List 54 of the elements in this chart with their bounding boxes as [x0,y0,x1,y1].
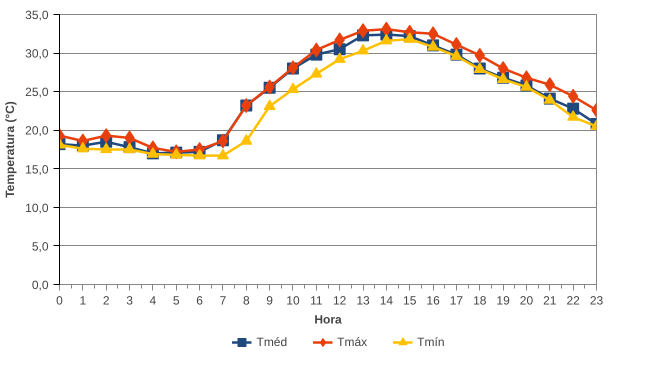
y-axis-title: Temperatura (°C) [3,101,18,198]
x-tick-label: 19 [496,294,510,308]
x-tick-label: 14 [380,294,394,308]
point [310,67,322,78]
x-tick-label: 13 [356,294,370,308]
y-tick-label: 0,0 [32,278,49,292]
x-tick-label: 2 [102,294,110,308]
x-tick-label: 8 [242,294,250,308]
x-tick-label: 20 [520,294,534,308]
y-tick-label: 35,0 [25,8,49,22]
x-tick-label: 12 [333,294,347,308]
x-tick-label: 0 [56,294,64,308]
x-tick-label: 15 [403,294,417,308]
point [568,88,578,104]
x-axis-title: Hora [314,312,342,326]
point [216,148,229,160]
x-tick-label: 17 [450,294,464,308]
x-tick-label: 6 [196,294,204,308]
y-tick-label: 30,0 [25,46,49,61]
legend-label: Tmáx [337,335,368,349]
x-tick-label: 22 [566,294,580,308]
x-tick-label: 1 [80,294,87,308]
x-tick-label: 3 [126,294,134,308]
point [381,22,392,37]
x-tick-label: 21 [543,294,557,308]
x-tick-label: 4 [150,294,157,308]
x-tick-label: 7 [220,294,227,308]
point [194,148,206,160]
legend-label: Tméd [256,335,288,349]
point [264,99,276,110]
y-tick-label: 10,0 [25,200,49,215]
x-tick-label: 23 [590,294,604,308]
y-tick-label: 25,0 [25,85,49,100]
point [100,142,112,154]
point [240,134,252,145]
x-tick-label: 11 [310,294,323,308]
point [498,61,508,76]
point [286,82,299,94]
x-tick-label: 16 [426,294,440,308]
x-tick-label: 5 [172,294,180,308]
y-tick-label: 5,0 [32,239,49,254]
point [288,60,298,76]
legend-label: Tmín [417,335,445,349]
point [428,26,438,42]
point [567,110,580,121]
y-tick-label: 15,0 [25,162,49,176]
x-tick-label: 18 [473,294,487,308]
x-tick-label: 9 [266,294,274,308]
y-tick-label: 20,0 [25,124,49,138]
point [451,37,462,52]
point [218,134,228,149]
point [358,23,368,38]
point [124,130,135,146]
x-tick-label: 10 [286,294,300,308]
